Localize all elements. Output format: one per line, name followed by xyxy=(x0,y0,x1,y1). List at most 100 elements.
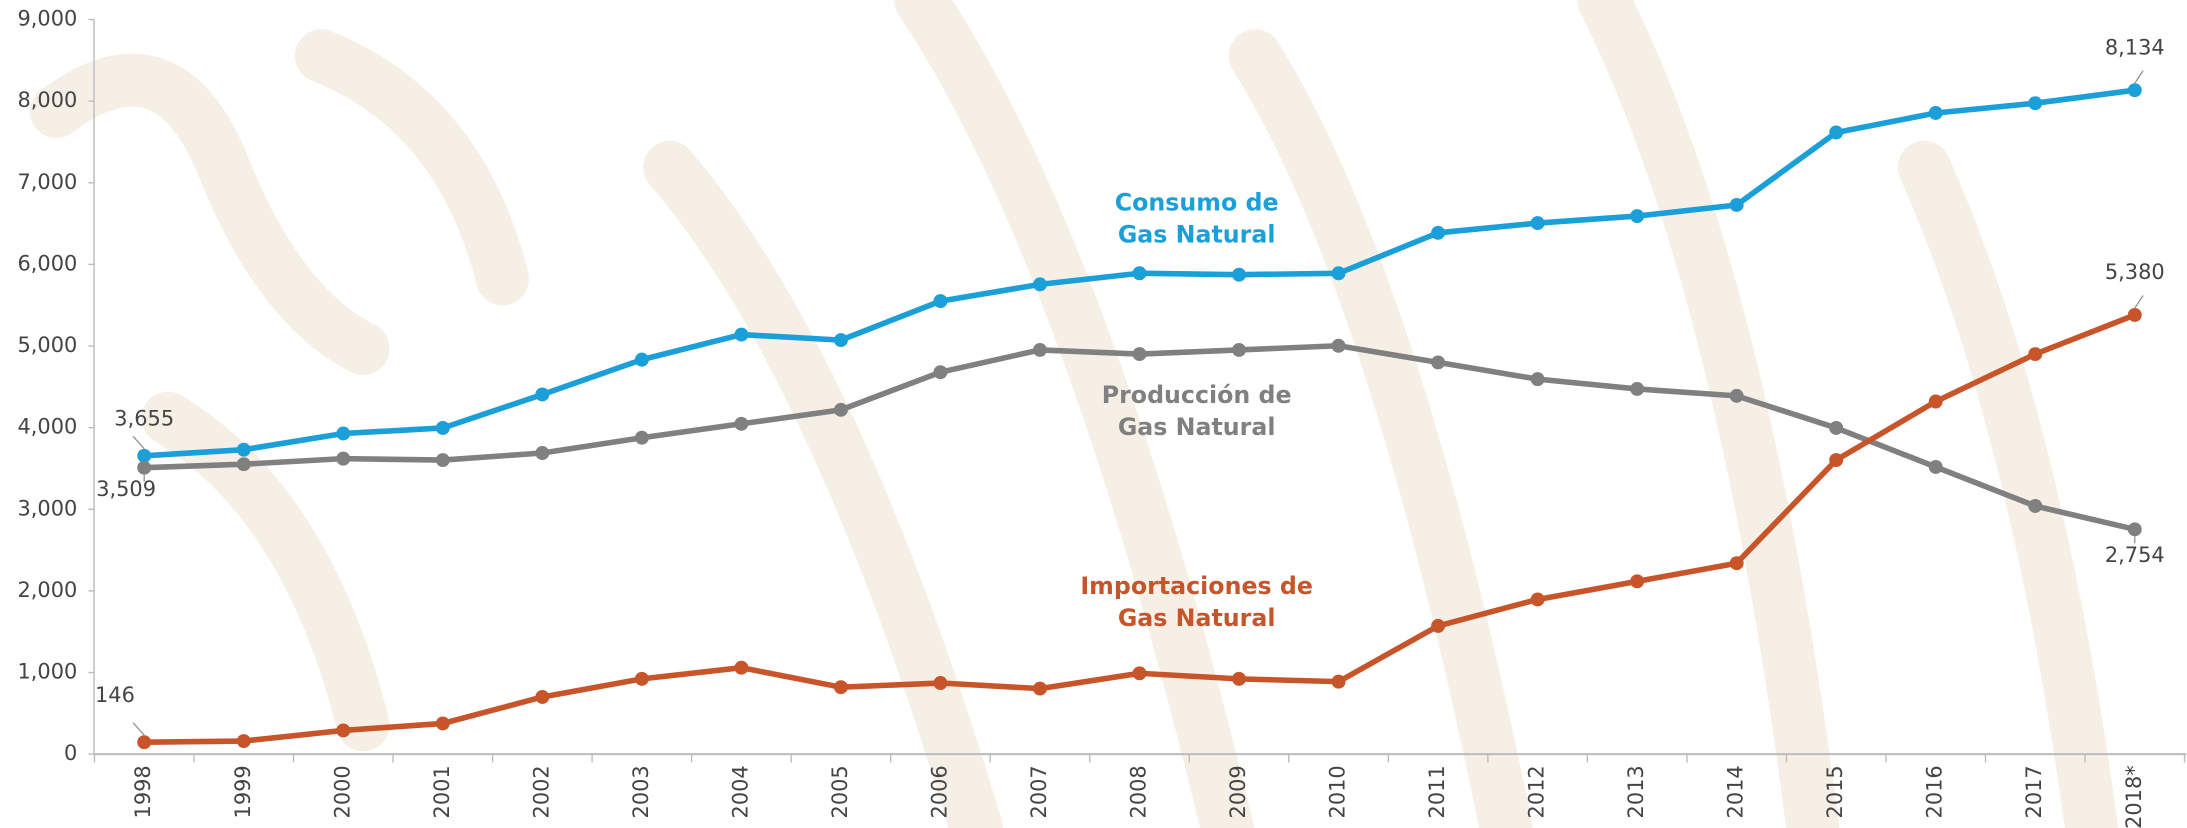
point xyxy=(1928,106,1943,120)
point xyxy=(236,457,251,472)
point xyxy=(933,676,948,690)
point xyxy=(137,460,152,475)
point xyxy=(535,446,550,460)
x-tick-label: 2012 xyxy=(1525,765,1549,818)
point xyxy=(1431,618,1446,633)
value-label: 146 xyxy=(95,683,135,707)
label-leader xyxy=(132,722,145,736)
point xyxy=(634,671,649,686)
label-leader xyxy=(2134,70,2144,84)
y-tick-label: 4,000 xyxy=(18,415,78,439)
x-tick-label: 2004 xyxy=(728,765,752,818)
point xyxy=(1630,209,1645,224)
value-label: 5,380 xyxy=(2105,260,2165,284)
point xyxy=(435,716,450,731)
x-tick-label: 2011 xyxy=(1425,765,1449,818)
x-tick-label: 2016 xyxy=(1923,765,1947,818)
y-tick-label: 2,000 xyxy=(18,578,78,602)
point xyxy=(1530,592,1545,607)
x-tick-label: 2014 xyxy=(1724,765,1748,818)
series-label-box: Importaciones de Gas Natural xyxy=(1080,572,1313,633)
x-tick-label: 2018* xyxy=(2122,765,2146,828)
series-label: Consumo de Gas Natural xyxy=(1114,189,1279,250)
point xyxy=(1530,372,1545,387)
point xyxy=(2028,96,2043,111)
x-tick-label: 2005 xyxy=(828,765,852,818)
point xyxy=(2127,522,2142,537)
label-leader xyxy=(132,435,145,450)
point xyxy=(1829,420,1844,435)
point xyxy=(1331,338,1346,353)
point xyxy=(1729,197,1744,212)
watermark xyxy=(29,0,2119,828)
y-tick-label: 9,000 xyxy=(18,7,78,31)
point xyxy=(1928,460,1943,474)
point xyxy=(734,416,749,431)
point xyxy=(1033,681,1047,696)
point xyxy=(336,451,351,466)
point xyxy=(1630,381,1645,396)
point xyxy=(137,735,152,750)
x-tick-label: 2017 xyxy=(2022,765,2046,818)
point xyxy=(734,660,749,675)
point xyxy=(1232,342,1246,357)
point xyxy=(634,430,649,445)
point xyxy=(1033,342,1047,357)
point xyxy=(833,402,848,417)
x-tick-label: 2008 xyxy=(1127,765,1151,818)
series-label: Importaciones de Gas Natural xyxy=(1080,572,1313,633)
x-tick-label: 2007 xyxy=(1027,765,1051,818)
value-label: 2,754 xyxy=(2105,543,2165,567)
point xyxy=(2028,347,2043,362)
point xyxy=(1132,347,1147,362)
point xyxy=(1630,574,1645,589)
point xyxy=(634,352,649,367)
point xyxy=(1132,666,1147,681)
point xyxy=(1331,266,1346,281)
point xyxy=(1829,453,1844,468)
value-label: 3,509 xyxy=(96,477,156,501)
x-tick-label: 1998 xyxy=(131,765,155,818)
x-tick-label: 2006 xyxy=(927,765,951,818)
point xyxy=(1132,266,1147,281)
point xyxy=(2028,499,2043,513)
point xyxy=(236,442,251,457)
y-tick-label: 8,000 xyxy=(18,88,78,112)
point xyxy=(833,680,848,695)
label-leader xyxy=(2134,295,2144,309)
x-tick-label: 2000 xyxy=(330,765,354,818)
point xyxy=(1431,355,1446,370)
y-tick-label: 6,000 xyxy=(18,251,78,275)
point xyxy=(2127,308,2142,322)
point xyxy=(1232,267,1246,282)
point xyxy=(236,734,251,749)
point xyxy=(1232,671,1246,686)
y-tick-label: 5,000 xyxy=(18,333,78,357)
y-tick-label: 3,000 xyxy=(18,496,78,520)
point xyxy=(1928,394,1943,409)
point xyxy=(2127,83,2142,98)
point xyxy=(535,690,550,704)
y-tick-label: 0 xyxy=(64,741,77,765)
x-tick-label: 2002 xyxy=(529,765,553,818)
point xyxy=(1033,277,1047,292)
x-tick-label: 2013 xyxy=(1624,765,1648,818)
point xyxy=(1729,556,1744,571)
point xyxy=(1729,388,1744,403)
x-tick-label: 2003 xyxy=(629,765,653,818)
point xyxy=(435,453,450,468)
point xyxy=(833,333,848,348)
point xyxy=(1829,125,1844,140)
x-tick-label: 2015 xyxy=(1823,765,1847,818)
series-label: Producción de Gas Natural xyxy=(1101,381,1292,442)
value-label: 3,655 xyxy=(114,407,174,431)
point xyxy=(933,365,948,380)
y-tick-label: 7,000 xyxy=(18,170,78,194)
x-tick-label: 2001 xyxy=(430,765,454,818)
point xyxy=(933,294,948,309)
point xyxy=(1530,216,1545,231)
point xyxy=(734,327,749,342)
point xyxy=(435,420,450,435)
point xyxy=(137,448,152,463)
